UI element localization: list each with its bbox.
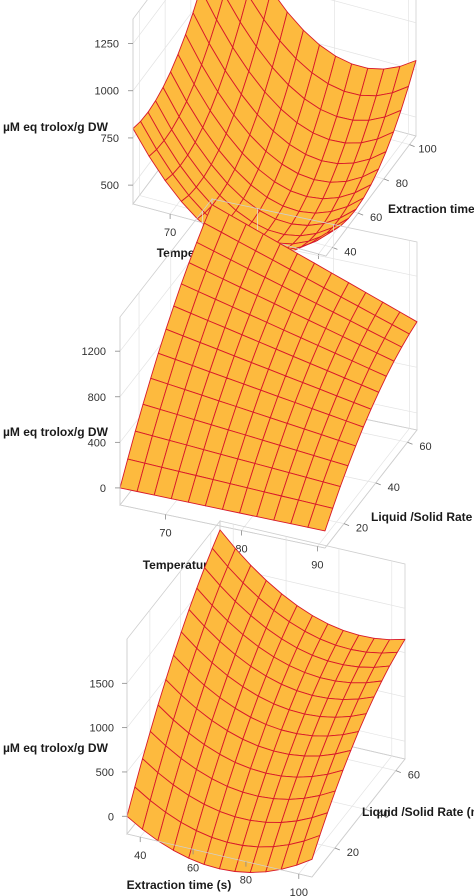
z-tick-label: 500 [96, 767, 114, 779]
y-axis-label: Liquid /Solid Rate (ml/g) [371, 510, 474, 524]
y-tick-label: 60 [370, 212, 382, 224]
y-tick-mark [409, 144, 415, 147]
z-tick-label: 800 [88, 392, 106, 404]
y-tick-label: 60 [408, 770, 420, 782]
y-tick-mark [334, 847, 341, 851]
y-tick-label: 20 [356, 523, 368, 535]
surface-cell [307, 503, 334, 532]
y-tick-mark [383, 178, 390, 182]
y-axis-line [324, 429, 418, 549]
y-tick-label: 60 [419, 441, 431, 453]
x-tick-label: 80 [240, 875, 252, 887]
z-tick-label: 1500 [90, 678, 114, 690]
y-tick-mark [365, 808, 371, 812]
y-tick-label: 20 [347, 847, 359, 859]
z-tick-label: 1000 [90, 723, 114, 735]
y-tick-label: 100 [418, 144, 436, 156]
z-tick-label: 1200 [82, 346, 106, 358]
surface-cell [296, 835, 321, 866]
surface [119, 204, 418, 532]
x-tick-label: 60 [187, 862, 199, 874]
y-tick-mark [407, 441, 413, 445]
z-tick-label: 400 [88, 437, 106, 449]
tick-labels: 40 60 80 100 20 40 60 0 500 1000 1500 [90, 678, 420, 896]
y-tick-mark [395, 770, 402, 773]
y-tick-mark [375, 482, 381, 486]
z-tick-label: 0 [108, 811, 114, 823]
axis-lines [119, 317, 418, 549]
z-tick-label: 500 [101, 180, 119, 192]
floor-gridline-x [298, 755, 393, 875]
x-tick-label: 90 [311, 559, 323, 571]
z-tick-label: 0 [100, 483, 106, 495]
z-tick-label: 1000 [95, 86, 119, 98]
x-axis-label: Extraction time (s) [127, 878, 232, 892]
z-axis-label: µM eq trolox/g DW [3, 741, 109, 755]
side-gridline-z [132, 0, 202, 91]
z-axis-label: µM eq trolox/g DW [3, 425, 109, 439]
z-axis-label: µM eq trolox/g DW [3, 120, 109, 134]
y-tick-label: 40 [388, 482, 400, 494]
y-axis-label: Extraction time (s) [388, 202, 474, 216]
x-axis-line [119, 504, 326, 549]
x-tick-label: 40 [134, 850, 146, 862]
floor-gridline-x [317, 428, 410, 547]
back-gridline-z [330, 0, 417, 24]
y-axis-line [325, 135, 417, 257]
x-tick-label: 100 [290, 887, 308, 896]
y-tick-mark [343, 523, 350, 526]
axis-lines [126, 639, 406, 878]
y-axis-line [311, 758, 406, 878]
y-axis-label: Liquid /Solid Rate (ml/g) [362, 805, 474, 819]
side-gridline-z [132, 0, 167, 44]
y-tick-label: 80 [396, 178, 408, 190]
x-axis-line [126, 833, 313, 878]
z-tick-label: 750 [101, 133, 119, 145]
x-tick-label: 70 [159, 528, 171, 540]
surface [126, 529, 406, 873]
y-tick-mark [357, 212, 364, 216]
surface-chart-extraction-time-liquid-solid-rate: 40 60 80 100 20 40 60 0 500 1000 1500 µM eq trolox/… [3, 519, 474, 896]
x-tick-label: 70 [164, 227, 176, 239]
y-tick-label: 40 [377, 808, 389, 820]
y-tick-label: 40 [344, 246, 356, 258]
z-tick-label: 1250 [95, 39, 119, 51]
